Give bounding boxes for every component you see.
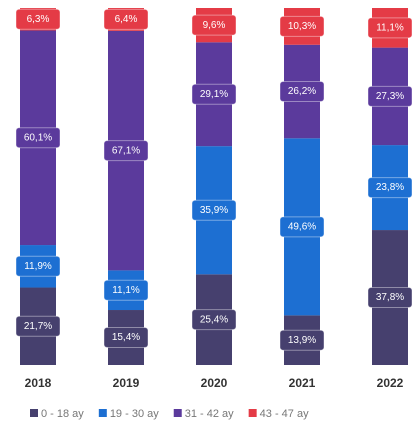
data-label-box (279, 329, 325, 351)
data-label: 23,8% (376, 182, 404, 193)
data-label: 21,7% (24, 321, 52, 332)
data-label-box (191, 199, 237, 221)
x-tick-label: 2020 (201, 376, 228, 390)
data-label-box (15, 315, 61, 337)
data-label: 60,1% (24, 132, 52, 143)
legend-label: 43 - 47 ay (260, 408, 309, 420)
data-label-box (15, 255, 61, 277)
data-label-box (367, 177, 413, 199)
data-label: 35,9% (200, 205, 228, 216)
data-label-box (191, 14, 237, 36)
x-tick-label: 2022 (377, 376, 404, 390)
data-label: 11,1% (376, 22, 404, 33)
data-label: 49,6% (288, 221, 316, 232)
data-label: 25,4% (200, 314, 228, 325)
data-label: 6,4% (115, 14, 138, 25)
data-label-box (367, 17, 413, 39)
data-label: 27,3% (376, 91, 404, 102)
legend-swatch (248, 409, 257, 417)
data-label: 37,8% (376, 292, 404, 303)
data-label-box (191, 309, 237, 331)
legend-label: 0 - 18 ay (41, 408, 84, 420)
data-label-box (15, 127, 61, 149)
data-label-box (367, 287, 413, 309)
data-label-box (367, 85, 413, 107)
data-label: 29,1% (200, 89, 228, 100)
legend-swatch (98, 409, 107, 417)
data-label: 15,4% (112, 332, 140, 343)
data-label: 11,9% (24, 261, 52, 272)
x-tick-label: 2019 (113, 376, 140, 390)
data-label: 10,3% (288, 21, 316, 32)
data-label-box (279, 216, 325, 238)
data-label-box (191, 83, 237, 105)
legend-label: 19 - 30 ay (110, 408, 159, 420)
data-label: 6,3% (27, 14, 50, 25)
data-label-box (103, 8, 149, 30)
data-label-box (103, 140, 149, 162)
data-label-box (103, 279, 149, 301)
x-tick-label: 2018 (25, 376, 52, 390)
x-tick-label: 2021 (289, 376, 316, 390)
data-label: 13,9% (288, 335, 316, 346)
data-label-box (279, 15, 325, 37)
data-label: 9,6% (203, 20, 226, 31)
data-label-box (103, 327, 149, 349)
data-label: 67,1% (112, 145, 140, 156)
data-label: 26,2% (288, 86, 316, 97)
data-label-box (279, 81, 325, 103)
legend-swatch (30, 409, 38, 417)
data-label: 11,1% (112, 285, 140, 296)
data-label-box (15, 8, 61, 30)
legend-swatch (173, 409, 182, 417)
legend-label: 31 - 42 ay (185, 408, 234, 420)
